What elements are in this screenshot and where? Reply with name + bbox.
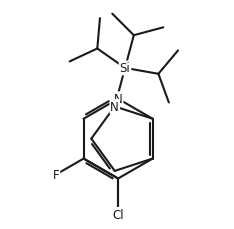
Text: Cl: Cl [112,208,124,221]
Text: Si: Si [120,62,130,75]
Text: F: F [53,168,59,181]
Text: N: N [114,93,122,106]
Text: N: N [110,101,119,113]
